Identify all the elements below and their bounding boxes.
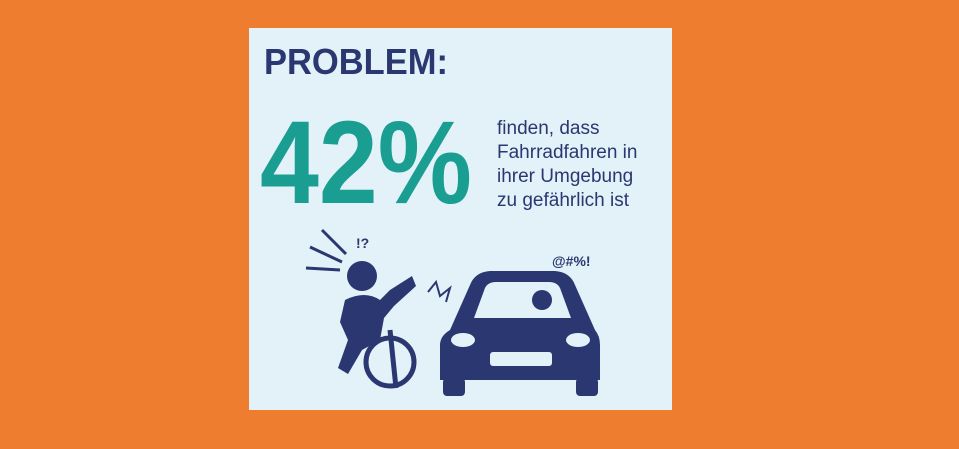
stat-line: Fahrradfahren in [497, 142, 637, 163]
cyclist [305, 228, 417, 389]
title: PROBLEM: [264, 41, 448, 82]
car [427, 271, 600, 396]
cyclist-exclamation: !? [356, 235, 369, 251]
driver-curse: @#%! [552, 253, 591, 269]
stat-line: finden, dass [497, 118, 599, 139]
stat-value: 42% [260, 97, 472, 229]
stat-line: ihrer Umgebung [497, 166, 633, 187]
stat-line: zu gefährlich ist [497, 190, 630, 211]
